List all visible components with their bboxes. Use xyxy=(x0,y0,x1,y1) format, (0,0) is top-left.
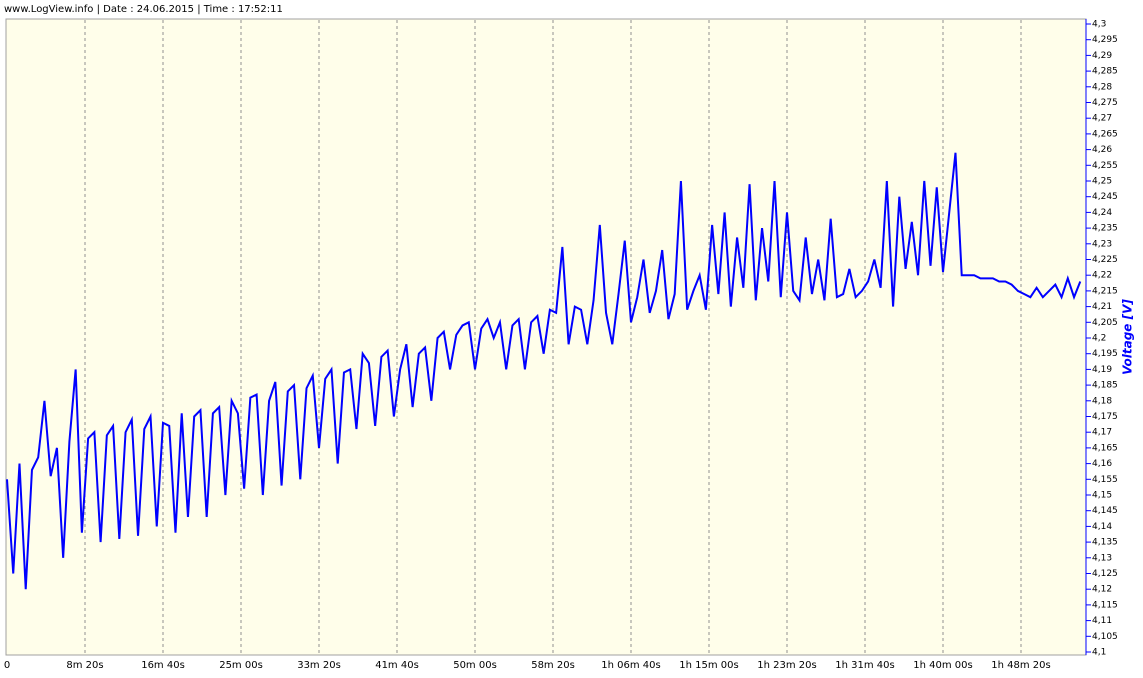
y-tick-label: 4,115 xyxy=(1092,600,1118,610)
y-tick-label: 4,18 xyxy=(1092,396,1112,406)
y-axis-title: Voltage [V] xyxy=(1121,299,1135,375)
x-tick-label: 0 xyxy=(4,660,10,671)
y-tick-label: 4,15 xyxy=(1092,491,1112,501)
y-tick-label: 4,215 xyxy=(1092,286,1118,296)
x-tick-label: 50m 00s xyxy=(453,660,497,671)
y-tick-label: 4,155 xyxy=(1092,475,1118,485)
y-tick-label: 4,21 xyxy=(1092,302,1112,312)
y-tick-label: 4,285 xyxy=(1092,67,1118,77)
x-tick-label: 41m 40s xyxy=(375,660,419,671)
y-tick-label: 4,195 xyxy=(1092,349,1118,359)
x-tick-label: 16m 40s xyxy=(141,660,185,671)
data-line xyxy=(6,152,1082,590)
y-tick-label: 4,3 xyxy=(1092,20,1106,30)
y-tick-label: 4,27 xyxy=(1092,114,1112,124)
x-tick-label: 1h 15m 00s xyxy=(679,660,738,671)
x-tick-label: 1h 48m 20s xyxy=(991,660,1050,671)
y-tick-label: 4,135 xyxy=(1092,538,1118,548)
y-tick-label: 4,205 xyxy=(1092,318,1118,328)
y-tick-label: 4,23 xyxy=(1092,239,1112,249)
y-tick-label: 4,2 xyxy=(1092,334,1106,344)
y-tick-label: 4,1 xyxy=(1092,648,1106,658)
x-tick-label: 1h 31m 40s xyxy=(835,660,894,671)
x-tick-label: 1h 40m 00s xyxy=(913,660,972,671)
y-tick-label: 4,255 xyxy=(1092,161,1118,171)
y-tick-label: 4,275 xyxy=(1092,98,1118,108)
y-tick-label: 4,185 xyxy=(1092,381,1118,391)
y-tick-label: 4,145 xyxy=(1092,506,1118,516)
y-tick-label: 4,11 xyxy=(1092,616,1112,626)
y-tick-label: 4,125 xyxy=(1092,569,1118,579)
y-tick-label: 4,13 xyxy=(1092,553,1112,563)
y-tick-label: 4,16 xyxy=(1092,459,1112,469)
y-tick-label: 4,14 xyxy=(1092,522,1112,532)
y-tick-label: 4,12 xyxy=(1092,585,1112,595)
x-tick-label: 25m 00s xyxy=(219,660,263,671)
y-tick-label: 4,24 xyxy=(1092,208,1112,218)
x-tick-label: 1h 23m 20s xyxy=(757,660,816,671)
y-tick-label: 4,295 xyxy=(1092,35,1118,45)
y-tick-label: 4,29 xyxy=(1092,51,1112,61)
y-tick-label: 4,245 xyxy=(1092,192,1118,202)
y-tick-label: 4,28 xyxy=(1092,82,1112,92)
x-tick-label: 1h 06m 40s xyxy=(601,660,660,671)
y-tick-label: 4,17 xyxy=(1092,428,1112,438)
y-tick-label: 4,25 xyxy=(1092,177,1112,187)
y-tick-label: 4,105 xyxy=(1092,632,1118,642)
x-tick-label: 8m 20s xyxy=(66,660,103,671)
y-tick-label: 4,22 xyxy=(1092,271,1112,281)
y-tick-label: 4,265 xyxy=(1092,129,1118,139)
x-tick-label: 58m 20s xyxy=(531,660,575,671)
x-tick-label: 33m 20s xyxy=(297,660,341,671)
y-tick-label: 4,165 xyxy=(1092,443,1118,453)
y-tick-label: 4,175 xyxy=(1092,412,1118,422)
y-tick-label: 4,26 xyxy=(1092,145,1112,155)
y-tick-label: 4,19 xyxy=(1092,365,1112,375)
y-tick-label: 4,235 xyxy=(1092,224,1118,234)
chart-title: www.LogView.info | Date : 24.06.2015 | T… xyxy=(4,4,283,15)
y-tick-label: 4,225 xyxy=(1092,255,1118,265)
